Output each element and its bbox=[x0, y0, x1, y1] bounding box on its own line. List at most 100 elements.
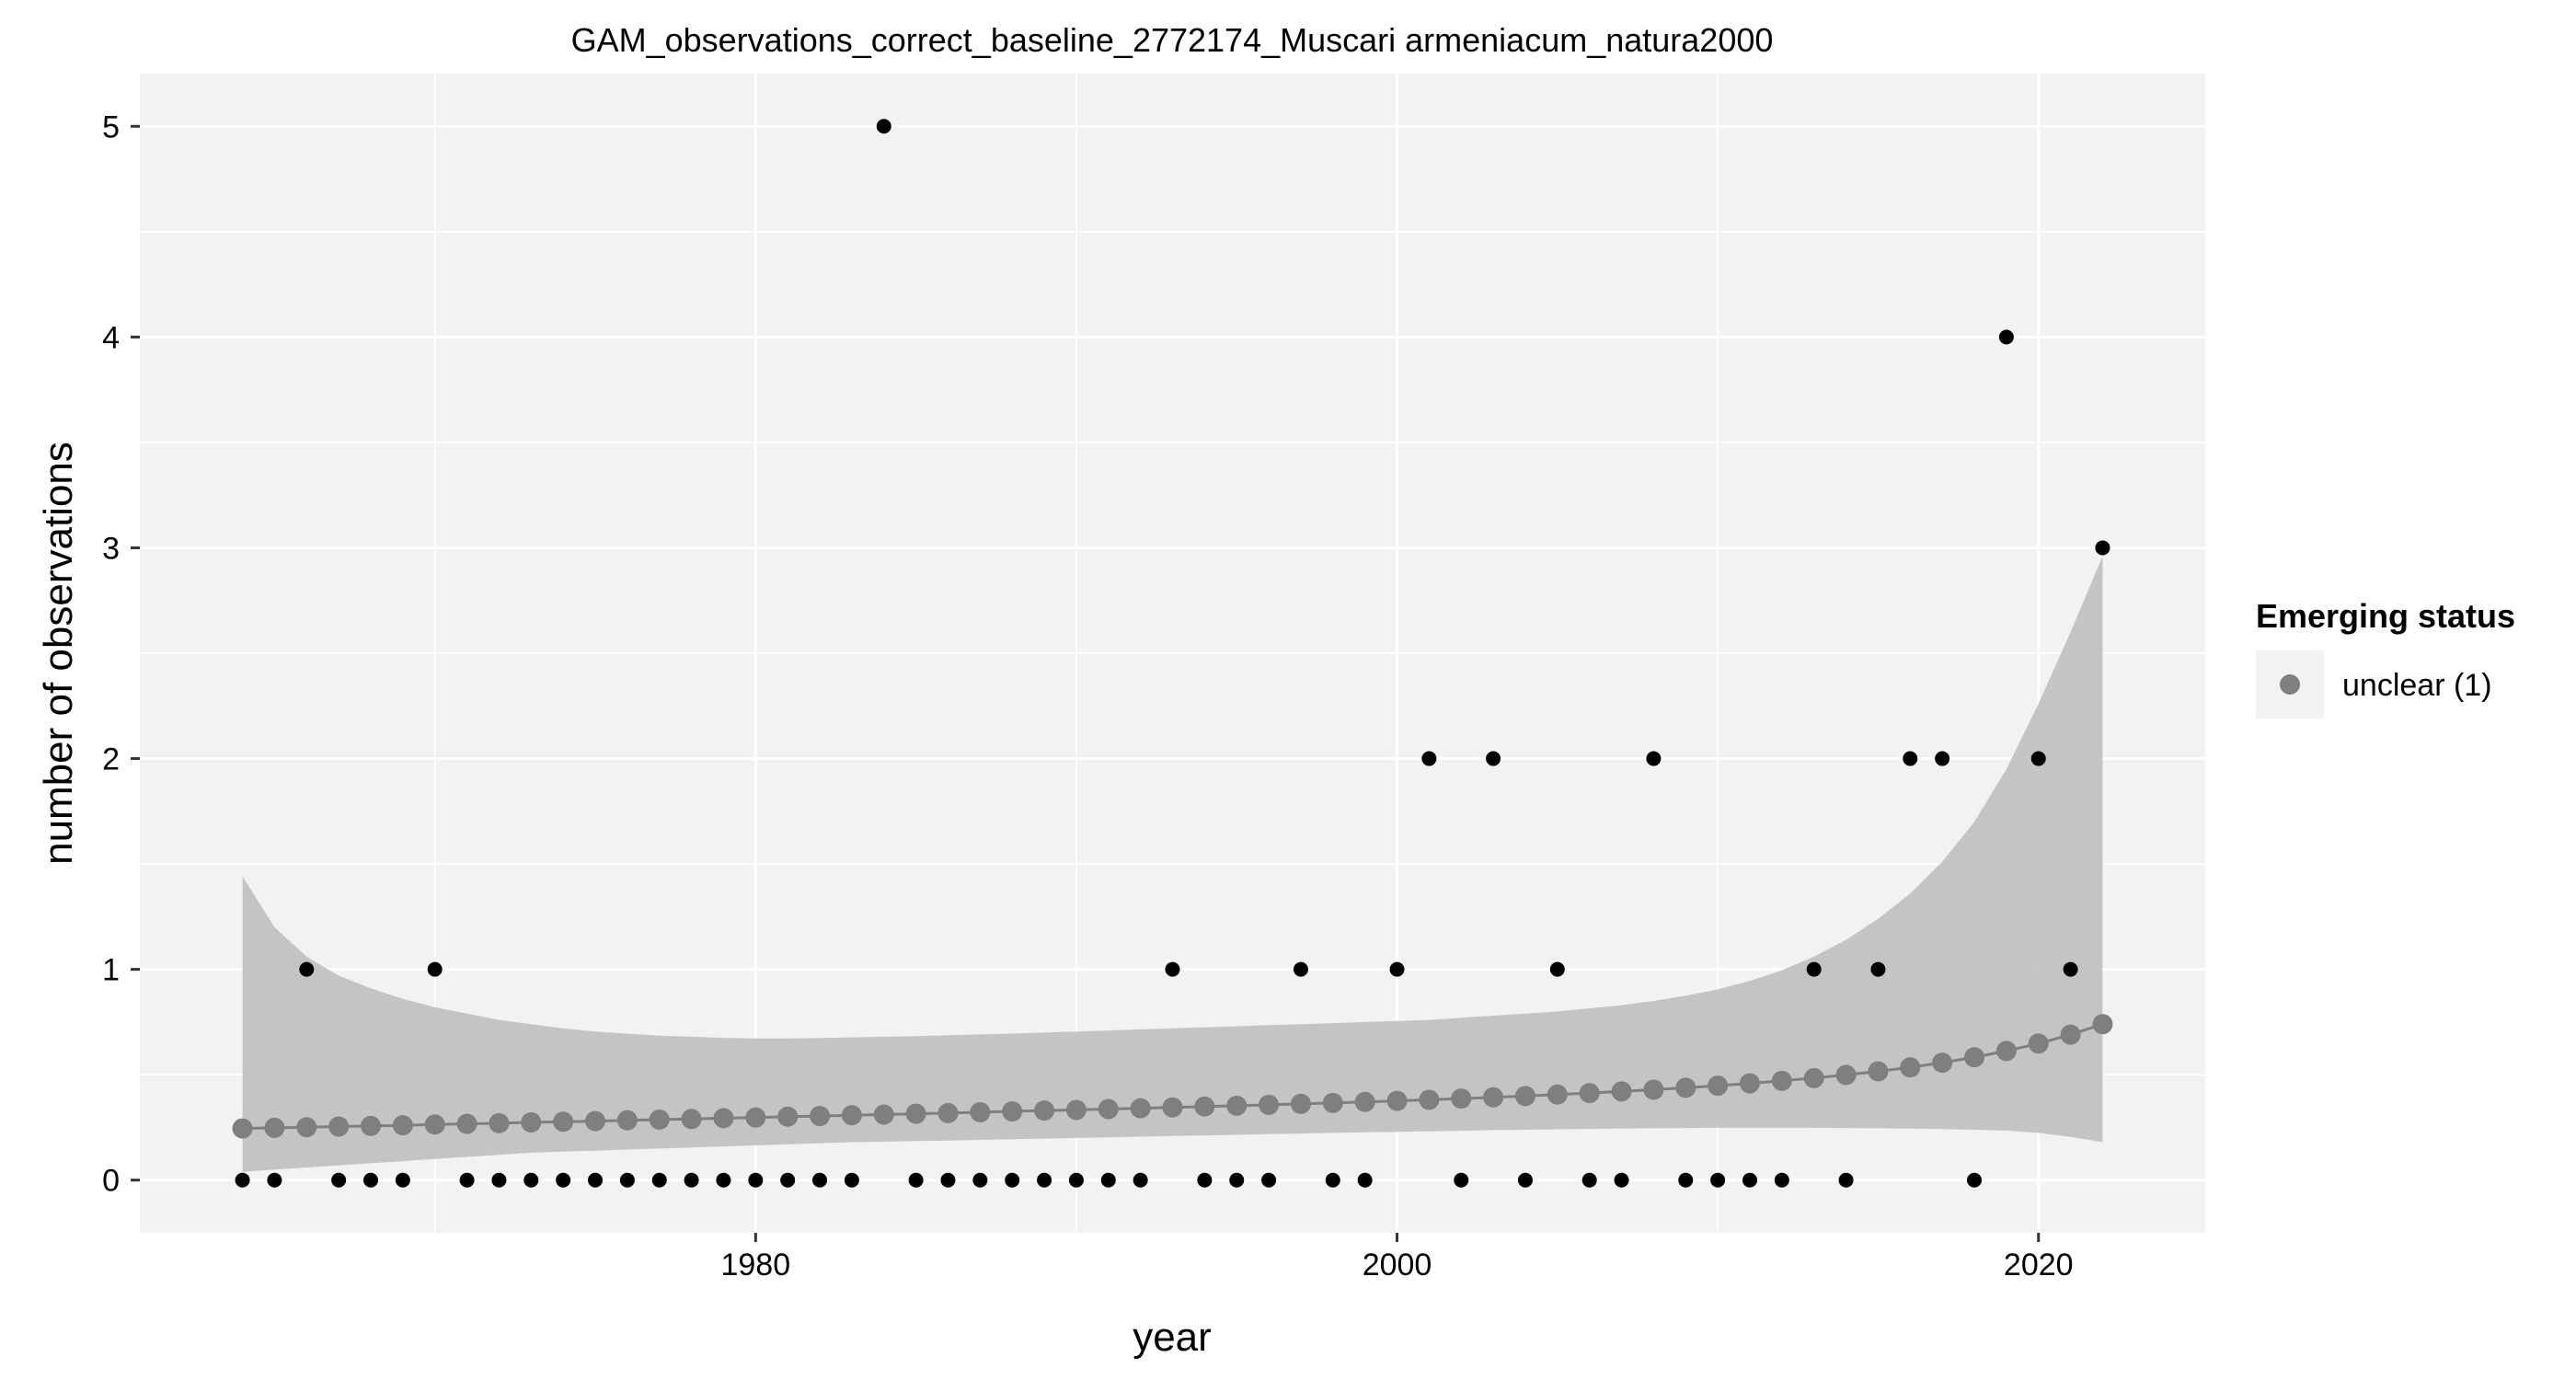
fit-point bbox=[1130, 1098, 1151, 1119]
fit-point bbox=[1322, 1092, 1343, 1113]
fit-point bbox=[2028, 1033, 2049, 1054]
fit-point bbox=[1771, 1070, 1792, 1091]
fit-point bbox=[296, 1117, 317, 1138]
y-tick-label: 0 bbox=[102, 1164, 120, 1199]
observation-point bbox=[1646, 751, 1662, 766]
observation-point bbox=[780, 1172, 796, 1188]
observation-point bbox=[1870, 961, 1886, 977]
observation-point bbox=[2030, 751, 2046, 766]
observation-point bbox=[1774, 1172, 1789, 1188]
fit-point bbox=[1900, 1057, 1921, 1078]
observation-point bbox=[1486, 751, 1501, 766]
legend-entry-label: unclear (1) bbox=[2342, 668, 2492, 703]
observation-point bbox=[1229, 1172, 1245, 1188]
observation-point bbox=[1742, 1172, 1757, 1188]
observation-point bbox=[1935, 751, 1950, 766]
observation-point bbox=[1165, 961, 1180, 977]
observation-point bbox=[1100, 1172, 1116, 1188]
observation-point bbox=[235, 1172, 250, 1188]
observation-point bbox=[1678, 1172, 1694, 1188]
x-axis-title: year bbox=[1133, 1315, 1212, 1360]
fit-point bbox=[616, 1110, 638, 1131]
observation-point bbox=[427, 961, 443, 977]
fit-point bbox=[328, 1116, 350, 1137]
observation-point bbox=[1806, 961, 1822, 977]
observation-point bbox=[459, 1172, 475, 1188]
observation-point bbox=[1037, 1172, 1052, 1188]
fit-point bbox=[1547, 1084, 1568, 1105]
y-tick-label: 5 bbox=[102, 109, 120, 144]
fit-point bbox=[1995, 1041, 2017, 1062]
fit-point bbox=[1259, 1094, 1280, 1115]
fit-point bbox=[1932, 1052, 1953, 1074]
fit-point bbox=[264, 1117, 285, 1138]
observation-point bbox=[908, 1172, 924, 1188]
observation-series bbox=[235, 119, 2110, 1188]
observation-point bbox=[651, 1172, 667, 1188]
observation-point bbox=[331, 1172, 347, 1188]
observation-point bbox=[1421, 751, 1437, 766]
fit-point bbox=[745, 1107, 766, 1128]
observation-point bbox=[1967, 1172, 1983, 1188]
observation-point bbox=[1293, 961, 1308, 977]
fit-point bbox=[1803, 1067, 1824, 1088]
fit-point bbox=[1194, 1096, 1215, 1117]
fit-point bbox=[232, 1118, 253, 1139]
legend-title: Emerging status bbox=[2256, 597, 2515, 635]
x-tick-label: 2000 bbox=[1363, 1248, 1432, 1282]
observation-point bbox=[395, 1172, 410, 1188]
observation-point bbox=[523, 1172, 539, 1188]
observation-point bbox=[1549, 961, 1565, 977]
observation-point bbox=[1261, 1172, 1277, 1188]
fit-point bbox=[841, 1105, 862, 1126]
observation-point bbox=[2095, 540, 2110, 556]
observation-point bbox=[556, 1172, 571, 1188]
fit-point bbox=[2060, 1024, 2081, 1045]
observation-point bbox=[1197, 1172, 1213, 1188]
fit-point bbox=[937, 1102, 959, 1123]
fit-point bbox=[1643, 1079, 1664, 1100]
fit-point bbox=[489, 1112, 510, 1133]
fit-point bbox=[1611, 1081, 1632, 1102]
fit-point bbox=[1002, 1101, 1023, 1122]
legend-key-point bbox=[2280, 674, 2300, 695]
fit-point bbox=[810, 1106, 831, 1127]
fit-point bbox=[2092, 1014, 2113, 1035]
x-tick-label: 1980 bbox=[720, 1248, 790, 1282]
fit-point bbox=[392, 1115, 413, 1136]
observation-point bbox=[1581, 1172, 1597, 1188]
fit-point bbox=[521, 1111, 542, 1133]
observation-point bbox=[1325, 1172, 1340, 1188]
fit-point bbox=[360, 1115, 381, 1136]
fit-point bbox=[585, 1110, 606, 1132]
observation-point bbox=[362, 1172, 378, 1188]
y-axis: 0 1 2 3 4 5 bbox=[102, 109, 140, 1199]
fit-point bbox=[1835, 1064, 1857, 1086]
observation-point bbox=[716, 1172, 731, 1188]
observation-point bbox=[844, 1172, 859, 1188]
observation-point bbox=[2063, 961, 2078, 977]
fit-point bbox=[777, 1106, 799, 1127]
fit-point bbox=[1226, 1095, 1248, 1116]
fit-point bbox=[649, 1109, 670, 1130]
fit-point bbox=[1868, 1061, 1889, 1082]
legend: Emerging status unclear (1) bbox=[2256, 597, 2515, 719]
x-tick-label: 2020 bbox=[2004, 1248, 2074, 1282]
observation-point bbox=[1903, 751, 1918, 766]
fit-point bbox=[1708, 1075, 1729, 1097]
observation-point bbox=[748, 1172, 764, 1188]
y-tick-label: 1 bbox=[102, 953, 120, 988]
observation-point bbox=[876, 119, 891, 134]
fit-point bbox=[1579, 1083, 1600, 1104]
observation-point bbox=[1614, 1172, 1629, 1188]
observation-point bbox=[812, 1172, 828, 1188]
fit-point bbox=[456, 1113, 477, 1134]
chart-title: GAM_observations_correct_baseline_277217… bbox=[571, 21, 1774, 59]
fit-point bbox=[905, 1103, 926, 1124]
fit-series bbox=[232, 1014, 2113, 1139]
fit-point bbox=[1483, 1087, 1504, 1108]
observation-point bbox=[1454, 1172, 1469, 1188]
fit-point bbox=[1098, 1098, 1119, 1120]
observation-point bbox=[491, 1172, 507, 1188]
